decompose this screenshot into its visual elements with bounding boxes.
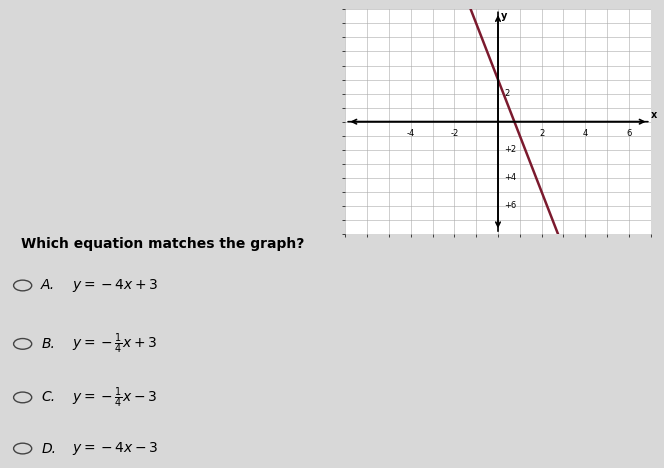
Text: +6: +6 [505,201,517,211]
Text: $y = -\frac{1}{4}x - 3$: $y = -\frac{1}{4}x - 3$ [72,385,157,410]
Text: 4: 4 [582,129,588,138]
Text: -4: -4 [406,129,415,138]
Text: y: y [501,11,508,21]
Text: x: x [651,110,657,120]
Text: $y = -\frac{1}{4}x + 3$: $y = -\frac{1}{4}x + 3$ [72,332,157,356]
Text: $y = -4x + 3$: $y = -4x + 3$ [72,277,159,294]
Text: C.: C. [41,390,55,404]
Text: -2: -2 [450,129,458,138]
Text: 6: 6 [626,129,631,138]
Text: 2: 2 [539,129,544,138]
Text: +4: +4 [505,173,517,183]
Text: 2: 2 [505,89,510,98]
Text: A.: A. [41,278,55,292]
Text: $y = -4x - 3$: $y = -4x - 3$ [72,440,159,457]
Text: +2: +2 [505,145,517,154]
Text: D.: D. [41,441,56,455]
Text: B.: B. [41,337,55,351]
Text: Which equation matches the graph?: Which equation matches the graph? [21,237,304,251]
